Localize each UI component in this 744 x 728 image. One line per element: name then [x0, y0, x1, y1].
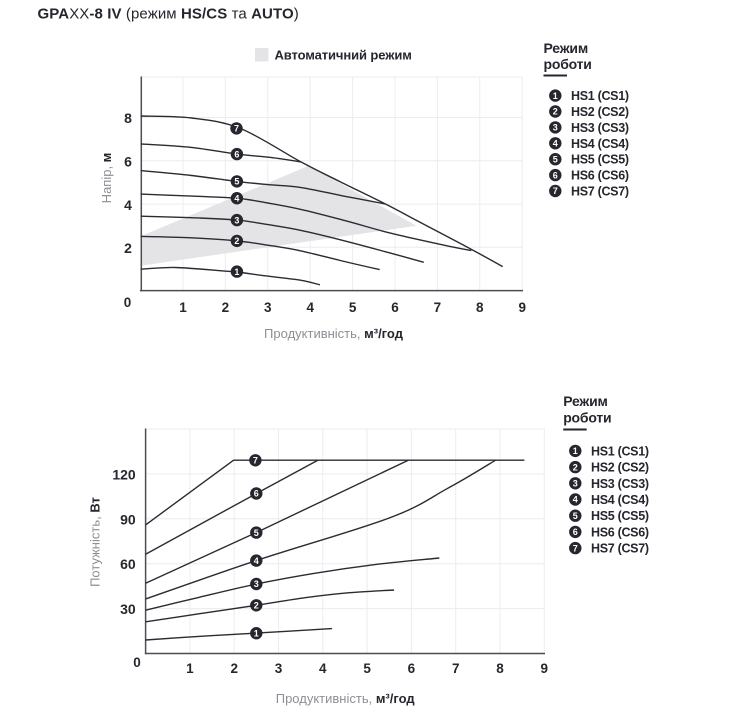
svg-text:4: 4: [319, 661, 327, 676]
svg-text:1: 1: [254, 628, 259, 638]
svg-text:Режим: Режим: [563, 393, 607, 409]
svg-text:HS4 (CS4): HS4 (CS4): [571, 137, 629, 151]
svg-text:4: 4: [553, 139, 558, 149]
svg-text:6: 6: [573, 527, 578, 537]
svg-text:30: 30: [120, 601, 136, 617]
svg-text:7: 7: [452, 661, 460, 676]
svg-text:3: 3: [254, 579, 259, 589]
svg-text:4: 4: [254, 556, 259, 566]
svg-text:2: 2: [254, 601, 259, 611]
svg-text:7: 7: [434, 300, 442, 315]
svg-text:HS3 (CS3): HS3 (CS3): [571, 121, 629, 135]
svg-text:Продуктивність, м³/год: Продуктивність, м³/год: [264, 326, 404, 341]
svg-text:9: 9: [518, 300, 526, 315]
svg-text:роботи: роботи: [563, 410, 611, 426]
svg-text:5: 5: [234, 177, 239, 187]
svg-text:роботи: роботи: [544, 56, 592, 72]
svg-text:3: 3: [573, 479, 578, 489]
svg-text:6: 6: [234, 149, 239, 159]
svg-text:HS2 (CS2): HS2 (CS2): [571, 105, 629, 119]
svg-text:8: 8: [496, 661, 504, 676]
svg-text:2: 2: [124, 240, 132, 256]
svg-text:HS5 (CS5): HS5 (CS5): [591, 509, 649, 523]
svg-text:GPAXX-8 IV (режим HS/CS та AUT: GPAXX-8 IV (режим HS/CS та AUTO): [38, 6, 299, 23]
svg-text:9: 9: [541, 661, 549, 676]
svg-text:HS5 (CS5): HS5 (CS5): [571, 153, 629, 167]
svg-text:HS3 (CS3): HS3 (CS3): [591, 477, 649, 491]
svg-text:5: 5: [553, 154, 558, 164]
svg-text:4: 4: [306, 300, 314, 315]
svg-text:5: 5: [363, 661, 371, 676]
svg-text:7: 7: [253, 456, 258, 466]
svg-text:6: 6: [254, 489, 259, 499]
svg-text:2: 2: [230, 661, 238, 676]
svg-text:8: 8: [476, 300, 484, 315]
svg-text:8: 8: [124, 110, 132, 126]
svg-text:HS1 (CS1): HS1 (CS1): [591, 444, 649, 458]
svg-text:Потужність, Вт: Потужність, Вт: [88, 497, 103, 587]
svg-text:2: 2: [234, 236, 239, 246]
svg-text:HS1 (CS1): HS1 (CS1): [571, 89, 629, 103]
svg-text:6: 6: [391, 300, 399, 315]
svg-text:HS2 (CS2): HS2 (CS2): [591, 461, 649, 475]
svg-text:120: 120: [112, 466, 136, 482]
svg-text:1: 1: [186, 661, 194, 676]
svg-text:2: 2: [573, 462, 578, 472]
svg-text:7: 7: [573, 543, 578, 553]
svg-text:4: 4: [234, 193, 239, 203]
svg-text:Продуктивність, м³/год: Продуктивність, м³/год: [276, 691, 416, 706]
svg-text:2: 2: [222, 300, 230, 315]
svg-text:90: 90: [120, 511, 136, 527]
svg-text:HS6 (CS6): HS6 (CS6): [571, 169, 629, 183]
svg-text:Режим: Режим: [544, 40, 588, 56]
svg-text:3: 3: [275, 661, 283, 676]
svg-text:5: 5: [254, 528, 259, 538]
svg-text:Напір, м: Напір, м: [99, 153, 114, 204]
svg-text:Автоматичний режим: Автоматичний режим: [275, 48, 412, 63]
svg-text:1: 1: [179, 300, 187, 315]
svg-text:2: 2: [553, 107, 558, 117]
svg-text:7: 7: [234, 124, 239, 134]
svg-text:7: 7: [553, 186, 558, 196]
svg-text:6: 6: [408, 661, 416, 676]
svg-text:1: 1: [573, 446, 578, 456]
svg-text:1: 1: [234, 267, 239, 277]
svg-text:6: 6: [124, 154, 132, 170]
svg-text:1: 1: [553, 91, 558, 101]
svg-text:HS4 (CS4): HS4 (CS4): [591, 493, 649, 507]
svg-text:5: 5: [573, 511, 578, 521]
svg-text:HS6 (CS6): HS6 (CS6): [591, 525, 649, 539]
svg-text:3: 3: [264, 300, 272, 315]
svg-text:HS7 (CS7): HS7 (CS7): [571, 185, 629, 199]
svg-text:0: 0: [133, 655, 141, 670]
svg-text:HS7 (CS7): HS7 (CS7): [591, 542, 649, 556]
svg-text:0: 0: [124, 295, 132, 310]
svg-text:4: 4: [124, 197, 132, 213]
svg-text:3: 3: [234, 215, 239, 225]
svg-text:4: 4: [573, 495, 578, 505]
svg-text:5: 5: [349, 300, 357, 315]
svg-text:60: 60: [120, 556, 136, 572]
svg-text:6: 6: [553, 170, 558, 180]
svg-text:3: 3: [553, 123, 558, 133]
